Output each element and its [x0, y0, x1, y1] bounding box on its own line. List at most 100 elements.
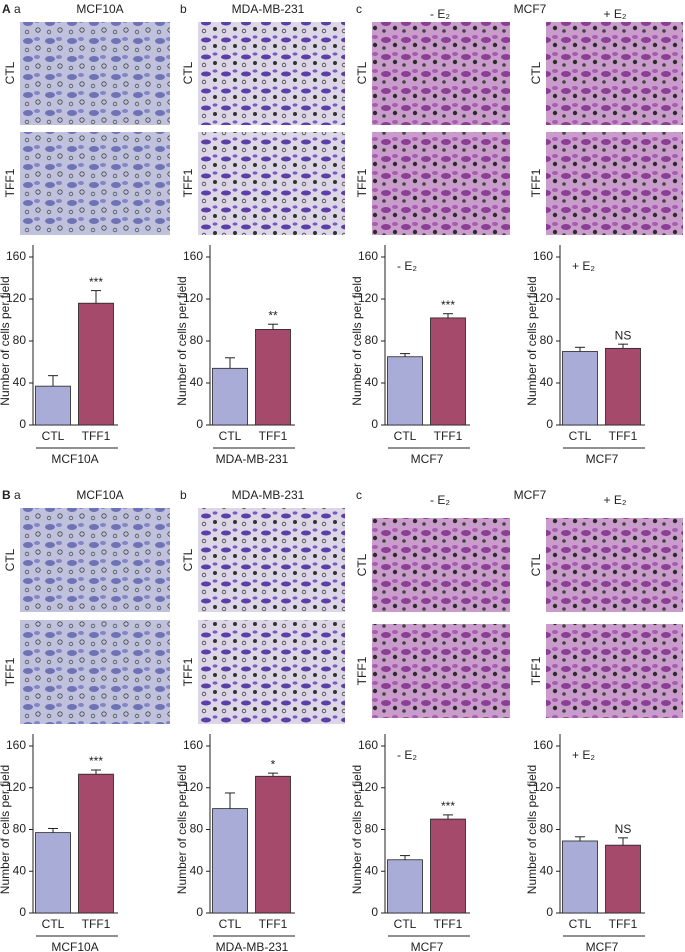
condition-label: + E₂ — [572, 259, 595, 273]
y-tick-label: 0 — [546, 417, 553, 431]
y-axis-label: Number of cells per field — [525, 765, 539, 894]
panel-label: c — [356, 2, 362, 16]
condition-label: - E₂ — [430, 493, 450, 507]
x-tick-label: TFF1 — [609, 429, 638, 443]
micrograph — [372, 22, 510, 125]
x-tick-label: CTL — [569, 917, 592, 931]
bar — [430, 317, 466, 426]
image-row-label: TFF1 — [3, 168, 17, 197]
panel-label: b — [180, 488, 187, 502]
y-tick-label: 160 — [183, 738, 203, 752]
bar — [430, 818, 466, 914]
bar — [387, 356, 423, 426]
y-tick-label: 0 — [546, 905, 553, 919]
image-row-label: TFF1 — [355, 168, 369, 197]
bar — [35, 385, 71, 426]
y-tick-label: 40 — [540, 375, 554, 389]
y-tick-label: 0 — [19, 905, 26, 919]
y-tick-label: 0 — [19, 417, 26, 431]
section-letter: B — [2, 488, 11, 502]
y-tick-label: 160 — [533, 249, 553, 263]
x-tick-label: TFF1 — [259, 429, 288, 443]
y-tick-label: 120 — [6, 780, 26, 794]
bar — [78, 773, 114, 914]
group-label: MCF7 — [586, 452, 619, 466]
y-tick-label: 80 — [190, 333, 204, 347]
condition-label: - E₂ — [430, 7, 450, 21]
image-row-label: TFF1 — [181, 657, 195, 686]
y-tick-label: 120 — [358, 780, 378, 794]
x-tick-label: CTL — [569, 429, 592, 443]
y-axis-label: Number of cells per field — [350, 276, 364, 405]
y-tick-label: 80 — [13, 822, 27, 836]
bar — [255, 775, 291, 914]
group-label: MCF10A — [51, 940, 98, 952]
micrograph — [198, 508, 345, 612]
micrograph — [546, 132, 683, 235]
y-axis-label: Number of cells per field — [0, 765, 12, 894]
bar — [605, 347, 641, 426]
group-label: MCF7 — [586, 940, 619, 952]
y-tick-label: 80 — [540, 333, 554, 347]
bar — [212, 367, 248, 426]
y-tick-label: 80 — [13, 333, 27, 347]
y-axis-label: Number of cells per field — [0, 276, 12, 405]
y-tick-label: 40 — [365, 863, 379, 877]
panel-title: MCF10A — [76, 2, 123, 16]
micrograph — [546, 624, 683, 718]
y-tick-label: 0 — [371, 905, 378, 919]
y-axis-label: Number of cells per field — [350, 765, 364, 894]
y-tick-label: 40 — [540, 863, 554, 877]
bar — [35, 832, 71, 914]
y-tick-label: 160 — [6, 738, 26, 752]
micrograph — [20, 22, 170, 125]
image-row-label: CTL — [181, 548, 195, 571]
x-tick-label: CTL — [219, 917, 242, 931]
x-tick-label: TFF1 — [82, 917, 111, 931]
panel-label: c — [356, 488, 362, 502]
y-axis-label: Number of cells per field — [525, 276, 539, 405]
group-label: MCF7 — [411, 940, 444, 952]
group-label: MDA-MB-231 — [216, 940, 289, 952]
bar — [78, 302, 114, 426]
image-row-label: CTL — [529, 61, 543, 84]
y-tick-label: 80 — [365, 822, 379, 836]
x-tick-label: TFF1 — [434, 429, 463, 443]
micrograph — [198, 132, 345, 235]
y-tick-label: 120 — [6, 291, 26, 305]
micrograph — [198, 620, 345, 724]
panel-label: a — [14, 2, 21, 16]
x-tick-label: TFF1 — [82, 429, 111, 443]
image-row-label: CTL — [181, 61, 195, 84]
x-tick-label: CTL — [219, 429, 242, 443]
group-label: MCF10A — [51, 452, 98, 466]
micrograph — [372, 624, 510, 718]
y-tick-label: 40 — [190, 863, 204, 877]
panel-title: MCF10A — [76, 488, 123, 502]
y-axis-label: Number of cells per field — [175, 765, 189, 894]
y-tick-label: 120 — [533, 780, 553, 794]
y-tick-label: 0 — [371, 417, 378, 431]
y-tick-label: 160 — [358, 738, 378, 752]
bar — [605, 844, 641, 914]
y-tick-label: 80 — [365, 333, 379, 347]
image-row-label: TFF1 — [529, 168, 543, 197]
micrograph — [546, 22, 683, 125]
significance: *** — [89, 754, 103, 768]
y-tick-label: 120 — [358, 291, 378, 305]
condition-label: - E₂ — [397, 259, 417, 273]
significance: *** — [89, 275, 103, 289]
condition-label: + E₂ — [603, 7, 626, 21]
image-row-label: TFF1 — [3, 657, 17, 686]
panel-label: a — [14, 488, 21, 502]
x-tick-label: TFF1 — [609, 917, 638, 931]
x-tick-label: CTL — [394, 917, 417, 931]
condition-label: + E₂ — [603, 493, 626, 507]
y-tick-label: 0 — [196, 905, 203, 919]
group-label: MDA-MB-231 — [216, 452, 289, 466]
micrograph — [20, 508, 170, 612]
y-tick-label: 0 — [196, 417, 203, 431]
image-row-label: TFF1 — [355, 656, 369, 685]
image-row-label: CTL — [529, 553, 543, 576]
condition-label: + E₂ — [572, 748, 595, 762]
